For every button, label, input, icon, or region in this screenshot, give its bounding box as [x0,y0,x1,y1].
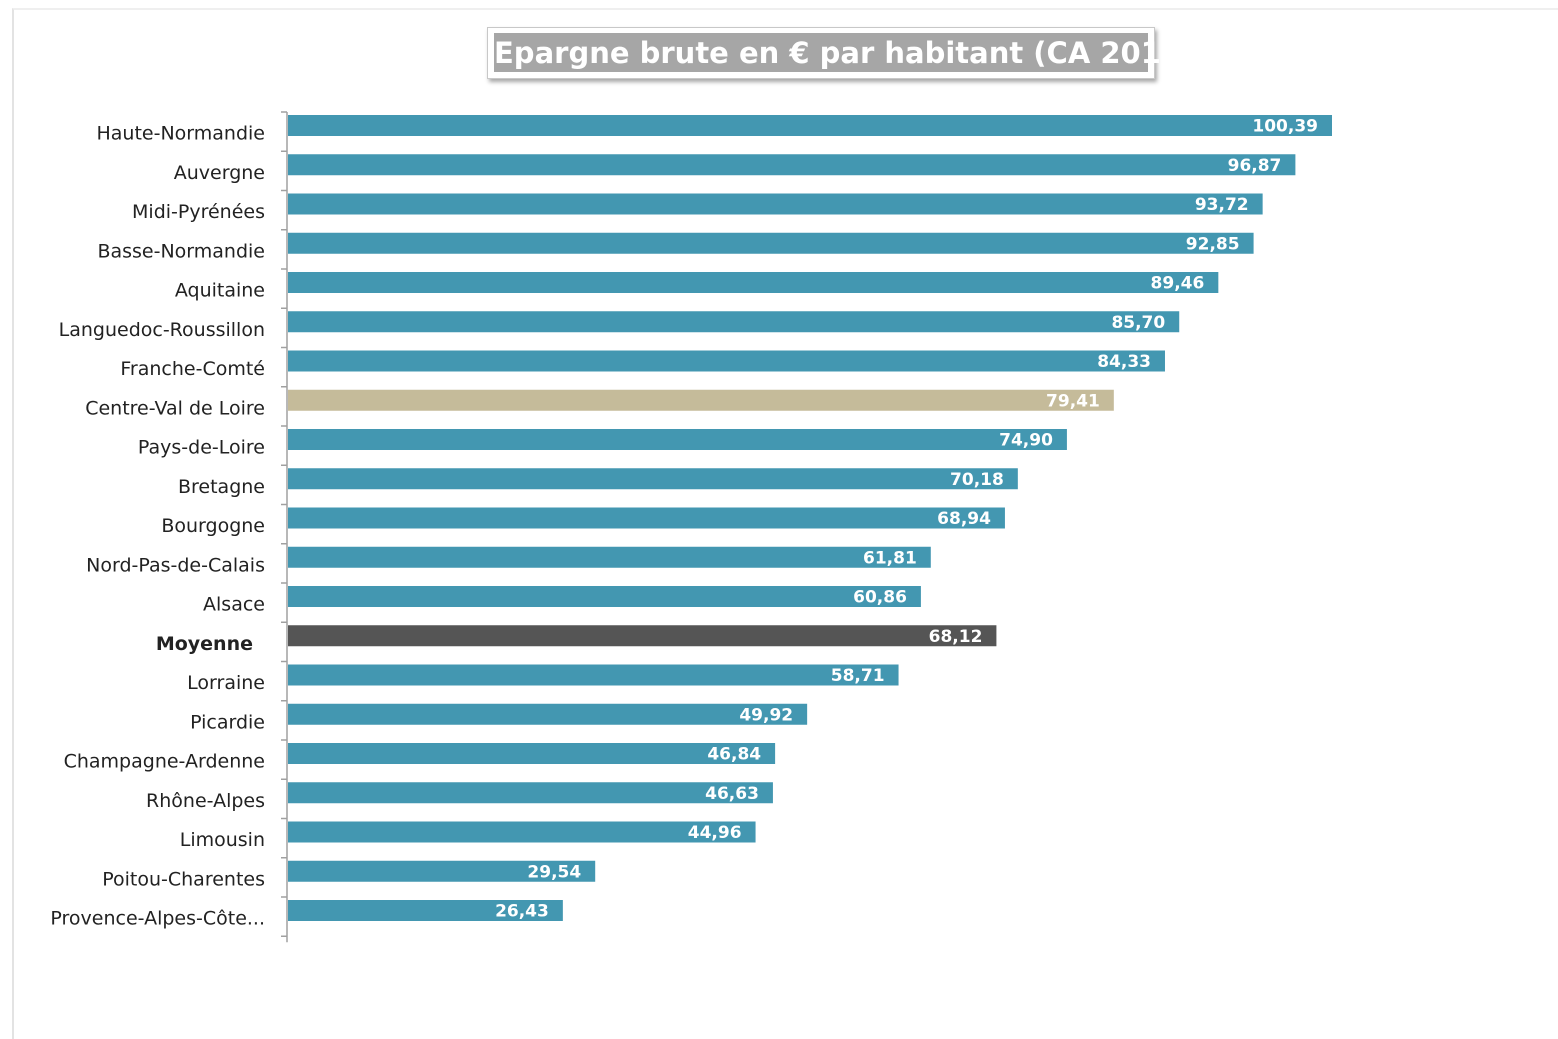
bar-value-label: 44,96 [688,823,742,843]
bar [288,586,921,607]
category-label: Bretagne [178,476,265,498]
bar-value-label: 46,63 [705,784,759,804]
category-label: Champagne-Ardenne [64,751,265,773]
bar-value-label: 60,86 [853,588,907,608]
category-label: Moyenne [156,633,253,655]
bar [288,821,756,843]
bar [288,193,1263,215]
bar-value-label: 46,84 [707,745,761,765]
bar-value-label: 68,94 [937,509,991,529]
bar [288,429,1067,450]
category-label: Rhône-Alpes [146,790,265,812]
bar [288,232,1254,254]
bar-value-label: 96,87 [1228,156,1282,176]
category-label: Nord-Pas-de-Calais [86,554,265,576]
bar [288,664,899,686]
bar-value-label: 58,71 [831,666,885,686]
bar-value-label: 85,70 [1111,313,1165,333]
bar [288,350,1165,372]
category-label: Centre-Val de Loire [85,397,265,419]
bar [288,782,773,804]
category-label: Franche-Comté [120,358,265,380]
bar [288,115,1332,136]
category-label: Picardie [190,711,265,733]
bar-value-label: 29,54 [527,862,581,882]
category-label: Lorraine [187,672,265,694]
bar [288,311,1180,333]
bar-value-label: 79,41 [1046,391,1100,411]
bar [288,507,1005,529]
category-label: Pays-de-Loire [138,437,265,459]
bar-value-label: 68,12 [929,627,983,647]
bar [288,900,563,921]
category-label: Languedoc-Roussillon [59,319,265,341]
category-label: Midi-Pyrénées [132,201,265,223]
bar-value-label: 61,81 [863,548,917,568]
bar-value-label: 70,18 [950,470,1004,490]
category-label: Aquitaine [175,280,265,302]
category-label: Haute-Normandie [96,123,265,145]
category-label: Basse-Normandie [97,240,265,262]
bar [288,468,1018,490]
bar [288,703,808,725]
chart-title-box: Epargne brute en € par habitant (CA 2014… [487,27,1194,79]
bar [288,272,1219,293]
category-label: Alsace [203,594,265,616]
bar-value-label: 49,92 [739,705,793,725]
bar-value-label: 84,33 [1097,352,1151,372]
bar-value-label: 93,72 [1195,195,1249,215]
bar-value-label: 26,43 [495,902,549,922]
chart-title: Epargne brute en € par habitant (CA 2014… [494,33,1194,72]
bar [288,743,776,764]
bar-value-label: 92,85 [1186,234,1240,254]
bar [288,389,1114,411]
bar-value-label: 74,90 [999,431,1053,451]
chart-frame [12,8,1558,1039]
category-label: Auvergne [174,162,265,184]
category-label: Provence-Alpes-Côte... [50,908,265,930]
bar [288,625,997,647]
bar-value-label: 89,46 [1151,274,1205,294]
bar [288,546,931,568]
bar [288,154,1296,176]
bar [288,860,596,882]
category-label: Limousin [180,829,265,851]
bar-value-label: 100,39 [1252,117,1318,137]
category-label: Poitou-Charentes [102,868,265,890]
category-label: Bourgogne [161,515,265,537]
